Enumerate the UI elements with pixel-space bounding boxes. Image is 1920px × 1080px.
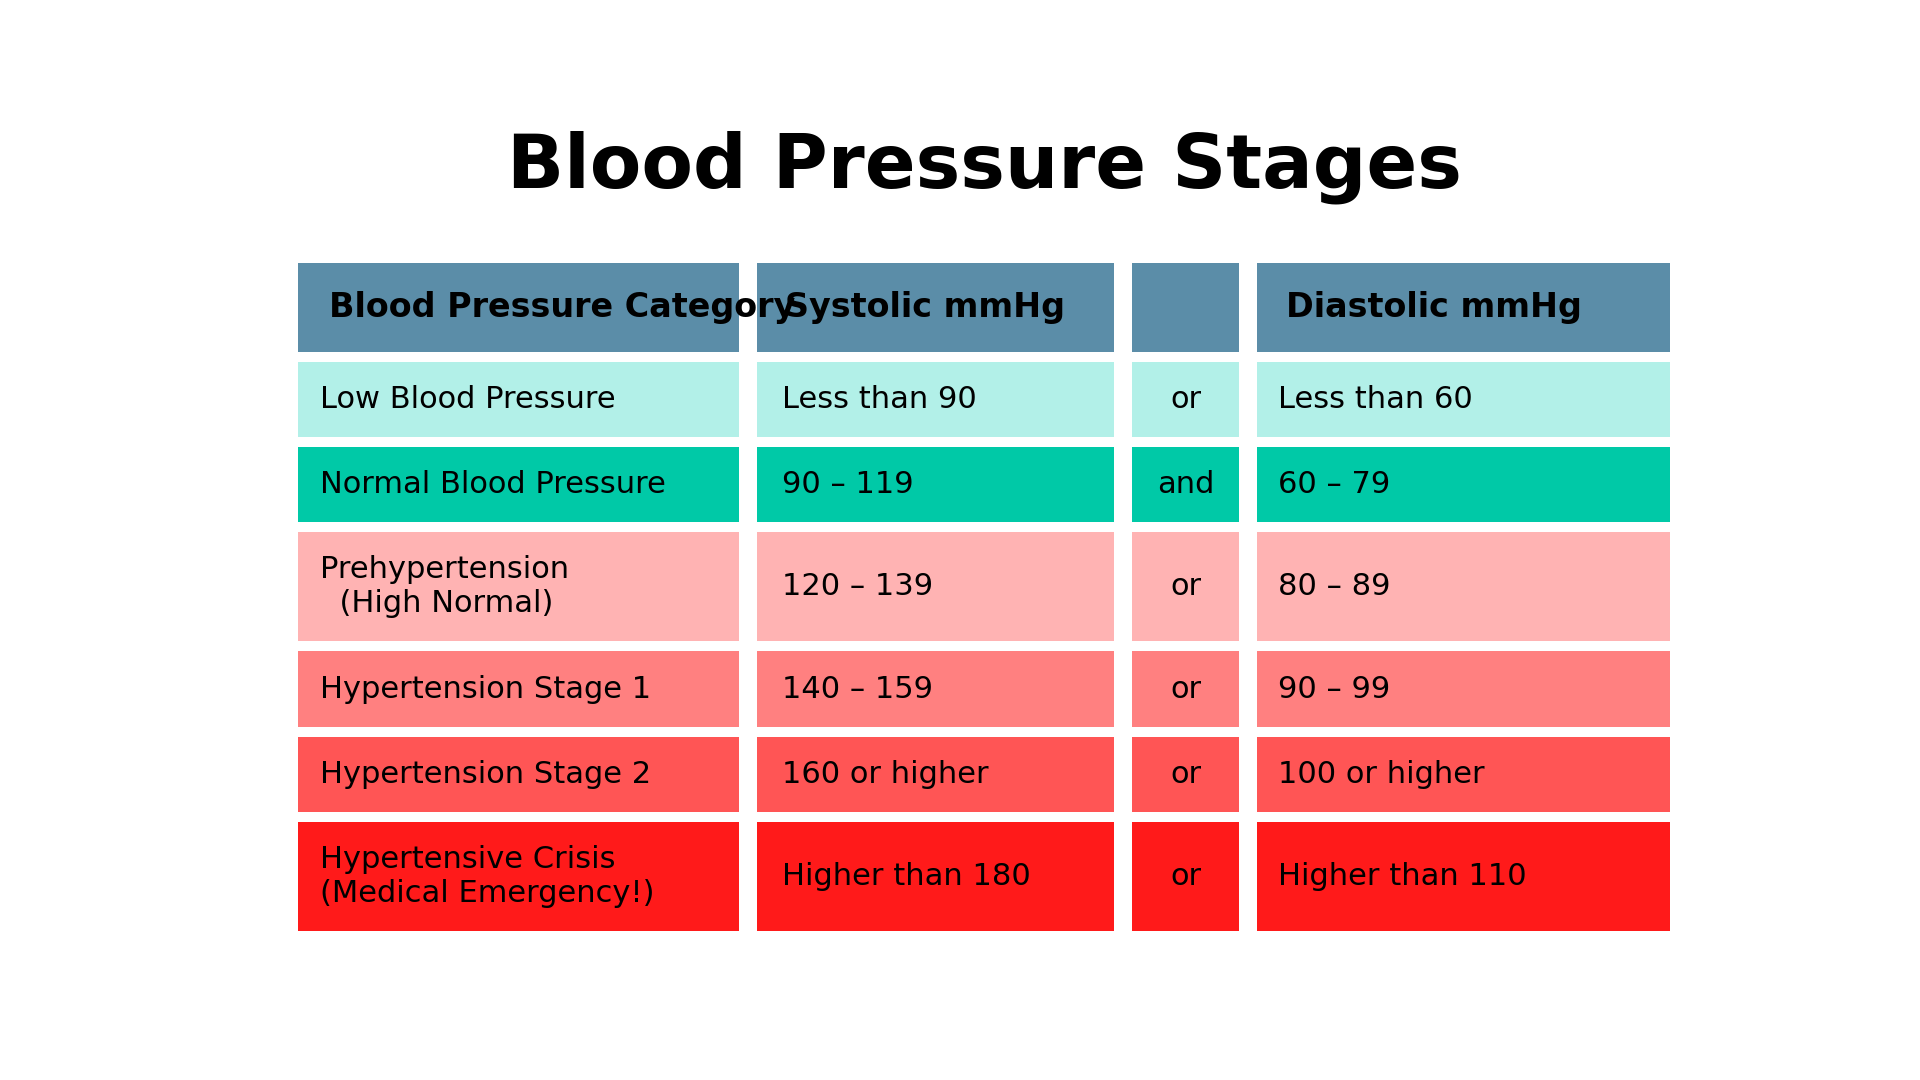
FancyBboxPatch shape [1133,737,1238,812]
Text: 60 – 79: 60 – 79 [1277,470,1390,499]
Text: 140 – 159: 140 – 159 [781,675,933,703]
FancyBboxPatch shape [298,651,739,727]
FancyBboxPatch shape [1133,532,1238,642]
FancyBboxPatch shape [298,737,739,812]
Text: 100 or higher: 100 or higher [1277,759,1484,788]
FancyBboxPatch shape [298,532,739,642]
FancyBboxPatch shape [1133,264,1238,352]
FancyBboxPatch shape [756,532,1114,642]
FancyBboxPatch shape [298,264,739,352]
FancyBboxPatch shape [298,362,739,436]
Text: Prehypertension
  (High Normal): Prehypertension (High Normal) [321,555,568,618]
Text: or: or [1169,759,1202,788]
FancyBboxPatch shape [1258,822,1670,931]
FancyBboxPatch shape [1258,264,1670,352]
Text: Hypertension Stage 2: Hypertension Stage 2 [321,759,651,788]
Text: 80 – 89: 80 – 89 [1277,572,1390,602]
FancyBboxPatch shape [756,264,1114,352]
FancyBboxPatch shape [1258,447,1670,522]
FancyBboxPatch shape [1133,651,1238,727]
FancyBboxPatch shape [756,737,1114,812]
Text: Higher than 110: Higher than 110 [1277,862,1526,891]
Text: Less than 90: Less than 90 [781,384,977,414]
Text: Systolic mmHg: Systolic mmHg [785,291,1066,324]
Text: 90 – 99: 90 – 99 [1277,675,1390,703]
Text: Diastolic mmHg: Diastolic mmHg [1286,291,1582,324]
FancyBboxPatch shape [1258,651,1670,727]
Text: Normal Blood Pressure: Normal Blood Pressure [321,470,666,499]
FancyBboxPatch shape [298,447,739,522]
Text: and: and [1158,470,1213,499]
FancyBboxPatch shape [1133,362,1238,436]
FancyBboxPatch shape [1258,737,1670,812]
Text: Hypertensive Crisis
(Medical Emergency!): Hypertensive Crisis (Medical Emergency!) [321,846,655,908]
FancyBboxPatch shape [756,362,1114,436]
Text: 90 – 119: 90 – 119 [781,470,914,499]
FancyBboxPatch shape [1133,447,1238,522]
FancyBboxPatch shape [756,447,1114,522]
FancyBboxPatch shape [1258,362,1670,436]
Text: Low Blood Pressure: Low Blood Pressure [321,384,616,414]
FancyBboxPatch shape [298,822,739,931]
FancyBboxPatch shape [756,822,1114,931]
Text: or: or [1169,572,1202,602]
Text: Blood Pressure Category: Blood Pressure Category [328,291,795,324]
FancyBboxPatch shape [756,651,1114,727]
Text: or: or [1169,862,1202,891]
FancyBboxPatch shape [1133,822,1238,931]
FancyBboxPatch shape [1258,532,1670,642]
Text: or: or [1169,675,1202,703]
Text: Blood Pressure Stages: Blood Pressure Stages [507,131,1461,204]
Text: Hypertension Stage 1: Hypertension Stage 1 [321,675,651,703]
Text: or: or [1169,384,1202,414]
Text: Less than 60: Less than 60 [1277,384,1473,414]
Text: Higher than 180: Higher than 180 [781,862,1031,891]
Text: 160 or higher: 160 or higher [781,759,989,788]
Text: 120 – 139: 120 – 139 [781,572,933,602]
